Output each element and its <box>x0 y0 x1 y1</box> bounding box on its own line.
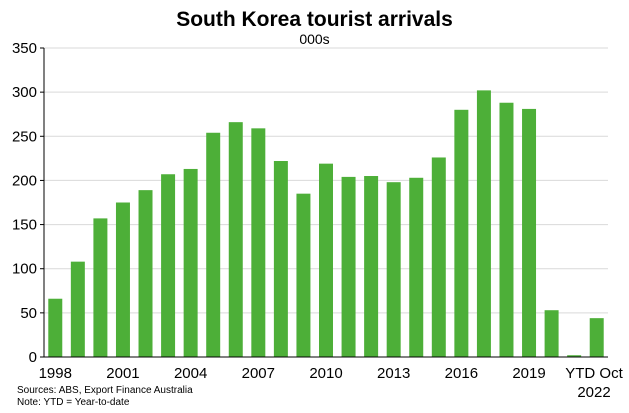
bar-2006 <box>228 122 243 357</box>
bar-2003 <box>161 174 176 357</box>
bar-1998 <box>48 298 63 357</box>
bar-2000 <box>93 218 108 357</box>
bar-2011 <box>341 176 356 357</box>
y-tick-label: 250 <box>12 128 37 145</box>
source-note: Sources: ABS, Export Finance Australia <box>17 385 193 396</box>
bar-2004 <box>183 168 198 357</box>
bar-2010 <box>319 163 333 357</box>
bar-2018 <box>499 102 514 357</box>
bar-ytd-oct-2022 <box>589 318 604 357</box>
bar-1999 <box>70 261 85 357</box>
x-tick-label: 2013 <box>377 365 410 382</box>
y-tick-label: 350 <box>12 40 37 57</box>
x-tick-label: 2010 <box>309 365 342 382</box>
bars <box>48 90 604 358</box>
x-tick-label: 2001 <box>106 365 139 382</box>
bar-2007 <box>251 128 266 357</box>
x-tick-label: 2019 <box>512 365 545 382</box>
bar-2005 <box>206 132 221 357</box>
x-axis-ticks: 1998 2001 2004 2007 2010 2013 2016 2019 YTD Oct 2… <box>39 365 624 401</box>
x-tick-label: 2016 <box>445 365 478 382</box>
chart-subtitle: 000s <box>299 31 330 47</box>
y-tick-label: 150 <box>12 217 37 234</box>
y-axis-ticks: 0 50 100 150 200 250 300 350 <box>12 40 44 366</box>
bar-2002 <box>138 190 153 357</box>
x-tick-label: 1998 <box>39 365 72 382</box>
y-tick-label: 0 <box>29 349 37 366</box>
bar-2021 <box>567 355 582 357</box>
bar-2012 <box>364 176 379 357</box>
y-tick-label: 100 <box>12 261 37 278</box>
y-tick-label: 300 <box>12 84 37 101</box>
bar-2008 <box>273 161 288 357</box>
bar-2017 <box>476 90 491 358</box>
bar-2020 <box>544 310 559 357</box>
bar-2001 <box>115 202 130 357</box>
x-tick-label: 2004 <box>174 365 207 382</box>
bar-2015 <box>431 157 446 357</box>
chart-title: South Korea tourist arrivals <box>176 8 453 31</box>
bar-2014 <box>409 177 424 357</box>
ytd-note: Note: YTD = Year-to-date <box>17 397 130 408</box>
y-tick-label: 50 <box>20 305 37 322</box>
gridlines <box>44 47 608 314</box>
y-tick-label: 200 <box>12 172 37 189</box>
bar-2009 <box>296 193 311 357</box>
bar-2016 <box>454 109 469 357</box>
bar-2013 <box>386 182 401 357</box>
x-tick-label: YTD Oct 2022 <box>565 365 623 401</box>
bar-2019 <box>522 108 537 357</box>
x-tick-label: 2007 <box>242 365 275 382</box>
